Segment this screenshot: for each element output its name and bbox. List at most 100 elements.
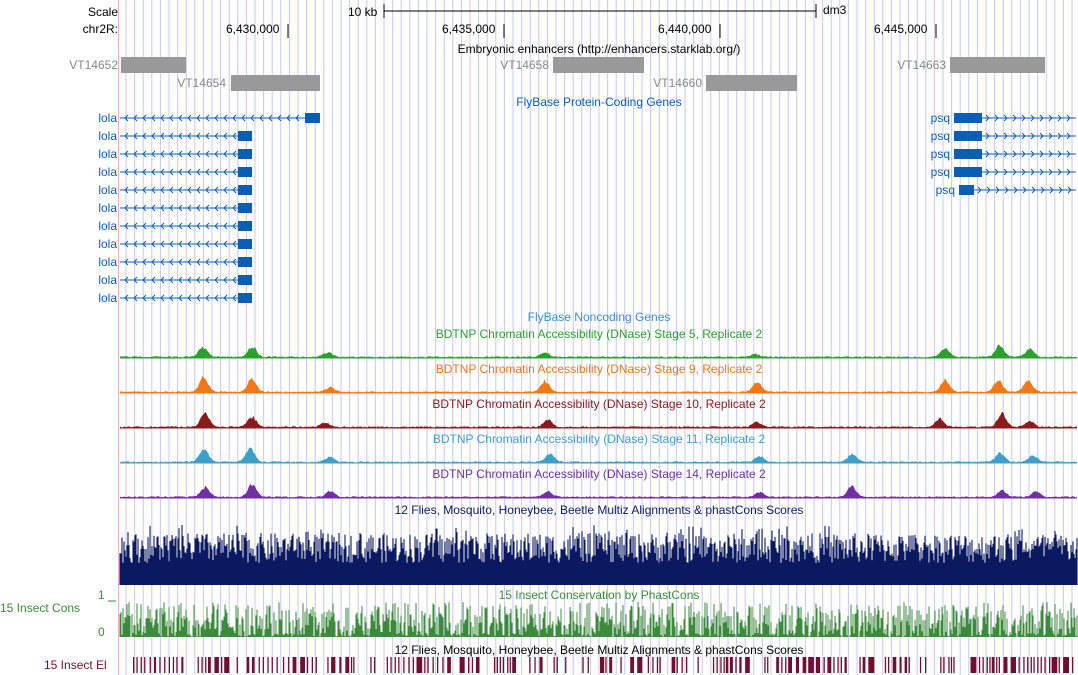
gene-label-lola[interactable]: lola [98,165,117,179]
scale-bar [383,4,817,18]
conserved-element [827,657,832,673]
conserved-element [1027,657,1029,673]
enhancer-feature[interactable] [231,75,320,91]
conserved-element [953,657,955,673]
flybase-noncoding-track-title[interactable]: FlyBase Noncoding Genes [527,310,671,324]
gene-label-lola[interactable]: lola [98,291,117,305]
gene-label-psq[interactable]: psq [930,165,950,179]
gene-label-lola[interactable]: lola [98,201,117,215]
conserved-element [859,657,861,673]
gene-label-psq[interactable]: psq [935,183,955,197]
conserved-element [208,657,211,673]
gene-model-psq [954,131,1076,141]
conserved-element [609,657,613,673]
conserved-element [509,657,511,673]
conserved-element [888,657,890,673]
conserved-element [671,657,676,673]
gene-label-lola[interactable]: lola [98,237,117,251]
enhancer-label: VT14654 [177,76,226,90]
gene-label-lola[interactable]: lola [98,147,117,161]
gene-label-lola[interactable]: lola [98,219,117,233]
conserved-element [1003,657,1008,673]
dnase-track-title[interactable]: BDTNP Chromatin Accessibility (DNase) St… [432,467,766,481]
gene-model-psq [954,167,1076,177]
gene-model-lola [120,239,252,249]
conserved-element [745,657,750,673]
conserved-element [315,657,317,673]
conserved-element [868,657,875,673]
conserved-element [507,657,509,673]
conserved-element [998,657,1000,673]
flybase-coding-track-title[interactable]: FlyBase Protein-Coding Genes [516,95,682,109]
enhancers-track-title[interactable]: Embryonic enhancers (http://enhancers.st… [457,42,741,56]
axis-bottom-label: 0 [98,625,105,639]
dnase-track-title[interactable]: BDTNP Chromatin Accessibility (DNase) St… [435,362,763,376]
dnase-track-title[interactable]: BDTNP Chromatin Accessibility (DNase) St… [432,432,766,446]
gene-label-lola[interactable]: lola [98,129,117,143]
scale-label: Scale [87,5,118,19]
conserved-element [350,657,353,673]
conserved-element [258,657,260,673]
conserved-element [496,657,498,673]
conserved-element [386,657,388,673]
conserved-element [534,657,536,673]
conserved-element [781,657,783,673]
gene-label-lola[interactable]: lola [98,183,117,197]
conserved-element [986,657,988,673]
gene-label-lola[interactable]: lola [98,273,117,287]
enhancer-feature[interactable] [553,57,644,73]
position-label: 6,445,000 [874,22,928,36]
insect-el-left-label[interactable]: 15 Insect El [44,658,107,672]
gene-label-psq[interactable]: psq [930,111,950,125]
conserved-element [176,657,178,673]
dnase-signal [120,483,1077,498]
conserved-element [437,657,439,673]
enhancer-feature[interactable] [950,57,1045,73]
conserved-element [943,657,945,673]
conserved-element [862,657,866,673]
enhancer-label: VT14652 [69,58,118,72]
conserved-element [168,657,170,673]
enhancer-label: VT14663 [897,58,946,72]
conserved-element [251,657,255,673]
insect-cons-left-label[interactable]: 15 Insect Cons [0,601,81,615]
conserved-element [802,657,807,673]
conserved-element [374,657,376,673]
conserved-element [370,657,372,673]
conserved-element [144,657,146,673]
gene-label-psq[interactable]: psq [930,147,950,161]
conserved-element [398,657,400,673]
conserved-element [950,657,953,673]
dnase-track-title[interactable]: BDTNP Chromatin Accessibility (DNase) St… [435,327,763,341]
gene-label-lola[interactable]: lola [98,255,117,269]
conserved-element [475,657,480,673]
insect-cons-track-title[interactable]: 15 Insect Conservation by PhastCons [498,588,700,602]
conserved-element [785,657,787,673]
conserved-element [739,657,742,673]
conserved-element [236,657,238,673]
enhancer-feature[interactable] [121,57,186,73]
conserved-element [502,657,504,673]
insect-el-track-title[interactable]: 12 Flies, Mosquito, Honeybee, Beetle Mul… [394,643,804,657]
gene-label-psq[interactable]: psq [930,129,950,143]
enhancer-feature[interactable] [706,75,797,91]
chrom-label: chr2R: [82,22,118,36]
multiz-track-title[interactable]: 12 Flies, Mosquito, Honeybee, Beetle Mul… [394,503,804,517]
conserved-element [471,657,474,673]
conserved-element [725,657,729,673]
dnase-track-title[interactable]: BDTNP Chromatin Accessibility (DNase) St… [432,397,766,411]
gene-model-lola [120,113,320,123]
gene-label-lola[interactable]: lola [98,111,117,125]
conserved-element [764,657,766,673]
gene-model-lola [120,275,252,285]
conserved-element [306,657,309,673]
dnase-signal [120,411,1077,428]
conserved-element [630,657,635,673]
conserved-element [221,657,223,673]
conserved-element [1044,657,1046,673]
conserved-element [899,657,902,673]
conserved-element [224,657,230,673]
